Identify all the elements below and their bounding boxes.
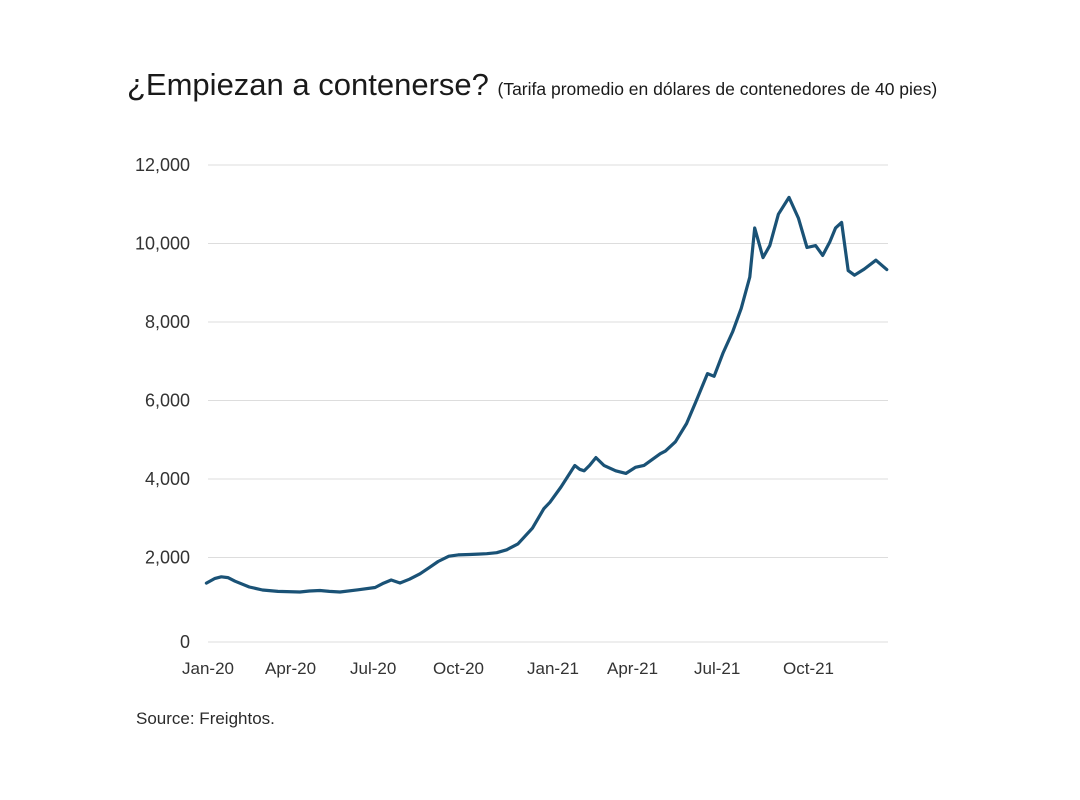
svg-text:Apr-20: Apr-20 <box>265 659 316 678</box>
svg-text:12,000: 12,000 <box>135 155 190 175</box>
svg-text:4,000: 4,000 <box>145 469 190 489</box>
svg-text:Oct-21: Oct-21 <box>783 659 834 678</box>
svg-text:Jan-21: Jan-21 <box>527 659 579 678</box>
svg-text:Jul-21: Jul-21 <box>694 659 740 678</box>
svg-text:2,000: 2,000 <box>145 548 190 568</box>
svg-text:Jul-20: Jul-20 <box>350 659 396 678</box>
svg-text:6,000: 6,000 <box>145 391 190 411</box>
svg-text:8,000: 8,000 <box>145 312 190 332</box>
svg-text:Jan-20: Jan-20 <box>182 659 234 678</box>
svg-text:0: 0 <box>180 632 190 652</box>
svg-text:Oct-20: Oct-20 <box>433 659 484 678</box>
svg-text:10,000: 10,000 <box>135 234 190 254</box>
svg-text:Apr-21: Apr-21 <box>607 659 658 678</box>
